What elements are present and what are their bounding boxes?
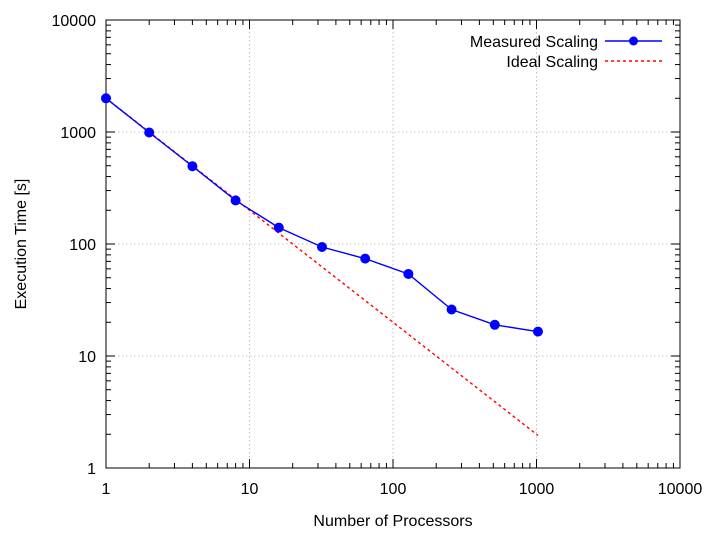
data-point-measured-scaling — [532, 326, 543, 337]
data-point-measured-scaling — [101, 93, 111, 104]
data-point-measured-scaling — [230, 195, 241, 206]
data-point-measured-scaling — [403, 268, 414, 279]
y-tick-label: 1000 — [60, 125, 96, 142]
x-tick-labels: 1 10 100 1000 10000 — [102, 481, 703, 498]
y-axis-label: Execution Time [s] — [13, 179, 30, 310]
data-point-measured-scaling — [273, 222, 284, 233]
legend-marker-measured-scaling — [629, 36, 638, 46]
data-point-measured-scaling — [187, 161, 198, 172]
legend-label-measured-scaling: Measured Scaling — [470, 34, 598, 51]
legend: Measured Scaling Ideal Scaling — [470, 34, 662, 71]
x-tick-label: 10000 — [658, 481, 703, 498]
x-tick-label: 10 — [241, 481, 259, 498]
x-tick-label: 1000 — [519, 481, 555, 498]
y-tick-labels: 1 10 100 1000 10000 — [52, 13, 97, 478]
axis-ticks — [106, 20, 680, 468]
data-point-measured-scaling — [489, 319, 500, 330]
x-axis-label: Number of Processors — [313, 513, 472, 530]
data-point-measured-scaling — [360, 253, 371, 264]
series-line-measured-scaling — [105, 97, 539, 333]
legend-label-ideal-scaling: Ideal Scaling — [506, 54, 598, 71]
y-tick-label: 1 — [87, 461, 96, 478]
data-point-measured-scaling — [446, 304, 457, 315]
y-tick-label: 100 — [69, 237, 96, 254]
data-point-measured-scaling — [144, 127, 155, 138]
x-tick-label: 100 — [380, 481, 407, 498]
data-point-measured-scaling — [316, 242, 327, 253]
grid — [106, 20, 680, 468]
series-layer — [101, 93, 543, 436]
y-tick-label: 10000 — [52, 13, 97, 30]
y-tick-label: 10 — [78, 349, 96, 366]
x-tick-label: 1 — [102, 481, 111, 498]
